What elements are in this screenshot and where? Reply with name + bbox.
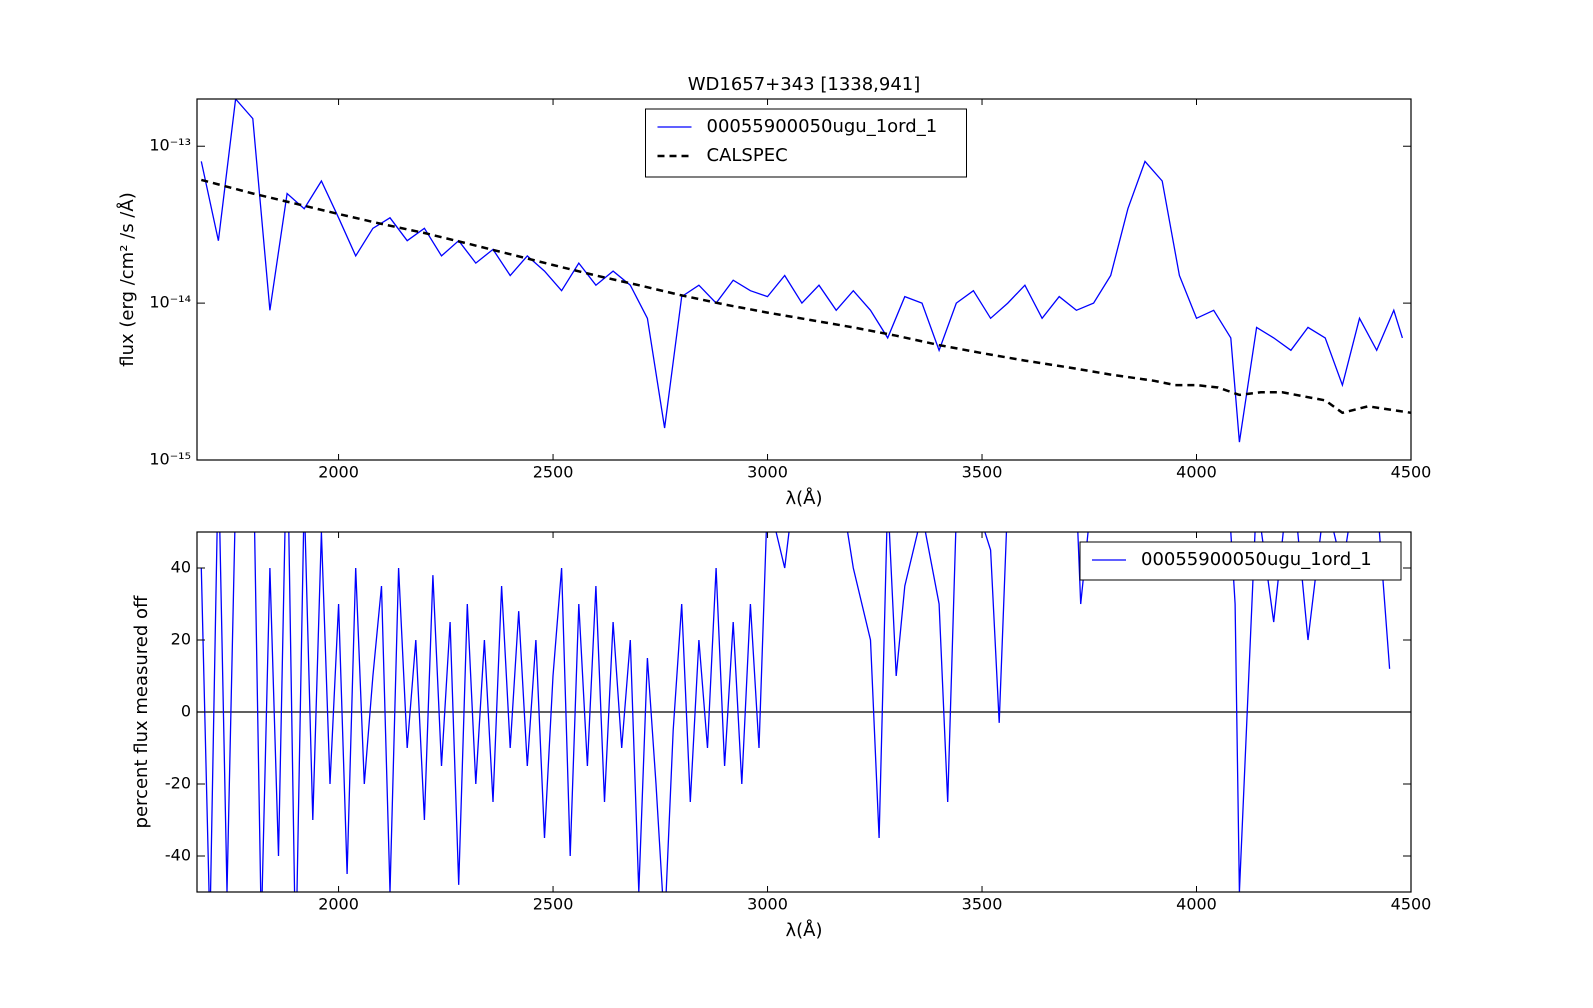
x-axis-label: λ(Å): [785, 919, 822, 941]
y-tick-label: 0: [181, 702, 191, 721]
series-line: [200, 178, 1411, 415]
y-tick-label: 20: [171, 630, 191, 649]
x-tick-label: 4500: [1391, 895, 1432, 914]
x-tick-label: 3000: [747, 463, 788, 482]
y-tick-label: 10⁻¹⁴: [149, 293, 191, 312]
x-tick-label: 2000: [318, 463, 359, 482]
x-tick-label: 2500: [533, 895, 574, 914]
y-tick-label: -40: [165, 846, 191, 865]
series-line: [200, 532, 1391, 892]
y-tick-label: -20: [165, 774, 191, 793]
x-tick-label: 4500: [1391, 463, 1432, 482]
y-axis-label: percent flux measured off: [131, 595, 152, 828]
x-axis-label: λ(Å): [785, 487, 822, 509]
legend-label: CALSPEC: [707, 145, 788, 166]
x-tick-label: 3000: [747, 895, 788, 914]
y-tick-label: 10⁻¹⁵: [149, 450, 191, 469]
plot-area: [197, 532, 1411, 892]
x-tick-label: 3500: [962, 463, 1003, 482]
legend-label: 00055900050ugu_1ord_1: [707, 116, 938, 137]
x-tick-label: 4000: [1176, 895, 1217, 914]
plot-area: [200, 99, 1411, 443]
chart-title: WD1657+343 [1338,941]: [688, 74, 921, 95]
legend-label: 00055900050ugu_1ord_1: [1141, 549, 1372, 570]
y-tick-label: 10⁻¹³: [149, 136, 191, 155]
x-tick-label: 4000: [1176, 463, 1217, 482]
legend-box: [645, 108, 967, 178]
series-line: [200, 99, 1404, 443]
x-tick-label: 2500: [533, 463, 574, 482]
x-tick-label: 3500: [962, 895, 1003, 914]
legend-box: [1079, 541, 1402, 581]
y-axis-label: flux (erg /cm² /s /Å): [116, 192, 138, 366]
axes-frame: [196, 98, 1412, 461]
x-tick-label: 2000: [318, 895, 359, 914]
y-tick-label: 40: [171, 558, 191, 577]
